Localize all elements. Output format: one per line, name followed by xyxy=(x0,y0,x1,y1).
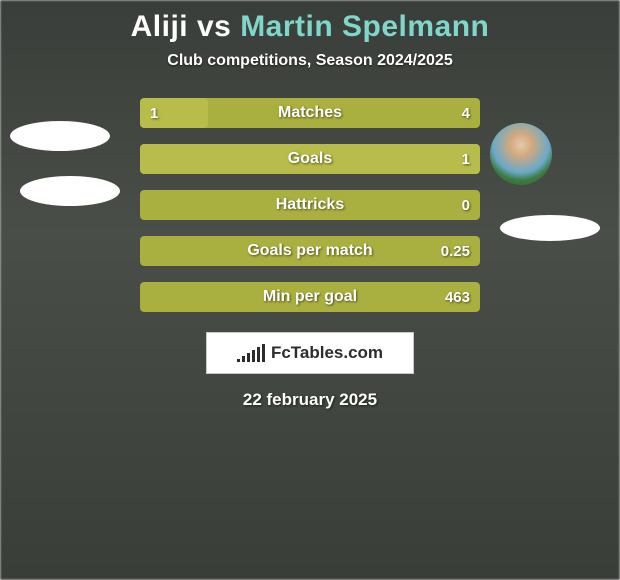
logo-bar xyxy=(237,359,240,362)
fctables-logo: FcTables.com xyxy=(206,332,414,374)
stat-bar: Matches14 xyxy=(140,98,480,128)
stat-bar: Min per goal463 xyxy=(140,282,480,312)
logo-bar xyxy=(247,353,250,362)
avatar-placeholder-oval xyxy=(20,176,120,206)
subtitle: Club competitions, Season 2024/2025 xyxy=(167,52,452,70)
team-placeholder-oval xyxy=(500,215,600,241)
stage: Matches14 Goals1 Hattricks0 Goals per match… xyxy=(0,98,620,312)
date-label: 22 february 2025 xyxy=(243,390,377,410)
logo-bar xyxy=(257,347,260,362)
stat-bar: Goals1 xyxy=(140,144,480,174)
bar-background xyxy=(140,236,480,266)
stat-bar: Hattricks0 xyxy=(140,190,480,220)
stat-bar: Goals per match0.25 xyxy=(140,236,480,266)
bar-fill xyxy=(140,98,208,128)
logo-bar xyxy=(252,350,255,362)
logo-bar xyxy=(242,356,245,362)
title-player2: Martin Spelmann xyxy=(240,10,489,43)
logo-text: FcTables.com xyxy=(271,343,383,363)
bar-fill xyxy=(140,144,480,174)
bar-background xyxy=(140,190,480,220)
avatar-placeholder-oval xyxy=(10,121,110,151)
logo-bar xyxy=(262,344,265,362)
title-player1: Aliji xyxy=(131,10,189,43)
title-vs: vs xyxy=(197,10,231,43)
content-root: Aliji vs Martin Spelmann Club competitio… xyxy=(0,0,620,580)
logo-bars-icon xyxy=(237,344,265,362)
player2-avatar xyxy=(490,123,552,185)
page-title: Aliji vs Martin Spelmann xyxy=(131,10,490,44)
bars-container: Matches14 Goals1 Hattricks0 Goals per match… xyxy=(140,98,480,312)
bar-background xyxy=(140,282,480,312)
